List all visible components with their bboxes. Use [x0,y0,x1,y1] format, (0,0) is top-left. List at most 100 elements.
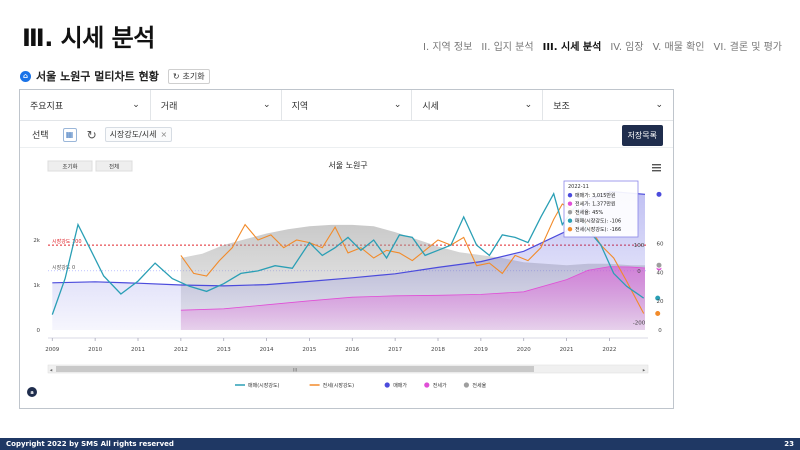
scrollbar-thumb[interactable] [56,366,534,372]
filter-label: 보조 [553,101,570,112]
legend-label: 매매가 [393,382,407,389]
page-number: 23 [784,440,794,448]
subhead: ⌂ 서울 노원구 멀티차트 현황 ↻ 초기화 [20,68,210,84]
legend-swatch [424,382,430,388]
filter-region[interactable]: 지역 ⌄ [282,90,413,120]
right-axis-strength-tick-label: -200 [633,320,646,326]
x-tick-label: 2019 [474,347,488,353]
tooltip-box [563,180,639,238]
legend-label: 전세(시장강도) [323,382,355,389]
reset-button[interactable]: ↻ 초기화 [167,68,210,84]
chevron-down-icon: ⌄ [132,100,140,110]
chevron-down-icon: ⌄ [524,100,533,110]
subhead-title: 서울 노원구 멀티차트 현황 [36,70,159,83]
right-axis-ratio-tick-label: 40 [657,270,664,276]
scroll-right-icon: ▸ [643,368,646,374]
right-axis-ratio-tick-label: 20 [657,299,664,305]
refresh-icon[interactable]: ↻ [86,127,97,142]
x-tick-label: 2013 [217,347,231,353]
legend-item[interactable]: 매매가 [384,382,408,389]
right-axis-strength-tick-label: 100 [634,243,645,249]
x-tick-label: 2017 [388,347,402,353]
chevron-down-icon: ⌄ [393,100,402,110]
legend-item[interactable]: 매매(시장강도) [235,382,280,389]
close-icon[interactable]: × [160,130,168,139]
tooltip-dot [567,210,573,215]
filter-price[interactable]: 시세 ⌄ [412,90,544,120]
nav-item-location[interactable]: II. 입지 분석 [481,42,534,53]
marker-jeonse-strength [654,310,662,318]
multichart-panel: 주요지표 ⌄ 거래 ⌄ 지역 ⌄ 시세 ⌄ 보조 ⌄ 선택 ▦ ↻ 시장강도/시세 × 저장… [19,89,674,409]
x-tick-label: 2022 [602,347,616,353]
legend-label: 전세율 [472,382,486,389]
legend-label: 전세가 [433,382,447,389]
copyright-text: Copyright 2022 by SMS All rights reserve… [6,440,174,448]
brand-logo-letter: a [30,390,33,396]
series-line-sale-strength [51,191,645,315]
home-icon: ⌂ [20,70,31,82]
x-tick-label: 2020 [517,347,531,353]
nav-item-conclusion[interactable]: VI. 결론 및 평가 [713,42,782,53]
chart-all-button[interactable] [95,160,133,172]
tooltip-dot [567,201,573,206]
left-axis-tick-label: 1k [33,283,40,289]
chart-reset-button-label: 초기화 [62,163,77,171]
nav-item-listing[interactable]: V. 매물 확인 [652,42,705,53]
x-tick-label: 2021 [560,347,574,353]
filter-main-indicator[interactable]: 주요지표 ⌄ [20,90,151,120]
reference-line-label: 시장강도 100 [52,238,82,245]
chart-reset-button[interactable] [47,160,93,172]
series-line-jeonse-strength [180,203,645,314]
filter-bar: 주요지표 ⌄ 거래 ⌄ 지역 ⌄ 시세 ⌄ 보조 ⌄ [20,90,673,121]
multi-chart: 시장강도 100 시장강도 0 2009 2010 2011 2012 2013 2014 2… [27,160,664,397]
tooltip-row: 매매가: 3,015만원 [575,192,616,199]
legend-item[interactable]: 전세율 [463,382,487,389]
marker-jeonse-ratio [655,261,663,269]
left-axis-tick-label: 2k [33,238,40,244]
menu-bar [652,164,661,166]
legend-item[interactable]: 전세가 [424,382,447,389]
x-tick-label: 2011 [131,347,145,353]
left-axis-tick-label: 0 [37,328,41,334]
right-axis-strength-tick-label: 0 [637,269,641,275]
series-line-jeonse-price [180,266,646,311]
nav-item-site-visit[interactable]: IV. 임장 [610,42,644,53]
slide-title: Ⅲ. 시세 분석 [22,24,155,52]
tooltip-dot [567,218,573,223]
tooltip-row: 전세가: 1,377만원 [575,201,616,208]
footer: Copyright 2022 by SMS All rights reserve… [0,438,800,450]
x-tick-label: 2010 [88,347,102,353]
refresh-icon: ↻ [172,71,180,81]
chevron-down-icon: ⌄ [263,100,271,110]
hamburger-menu-icon[interactable] [652,164,661,172]
x-tick-label: 2012 [174,347,188,353]
save-list-button[interactable]: 저장목록 [621,125,663,146]
series-area-jeonse-price [180,266,645,330]
chip-label: 시장강도/시세 [109,130,157,139]
filter-auxiliary[interactable]: 보조 ⌄ [543,90,673,120]
right-axis-ratio-tick-label: 0 [658,328,662,334]
filter-label: 지역 [291,101,309,112]
filter-label: 시세 [422,101,439,112]
scroll-left-icon: ◂ [50,368,53,374]
selected-chip: 시장강도/시세 × [104,127,173,142]
scrollbar-grip: III [293,368,297,374]
chart-title: 서울 노원구 [328,161,367,170]
marker-sale-strength [654,294,662,302]
x-tick-label: 2018 [431,347,445,353]
chevron-down-icon: ⌄ [655,100,663,110]
selection-label: 선택 [32,131,49,141]
nav-item-price-analysis[interactable]: III. 시세 분석 [542,42,602,53]
legend-swatch [463,382,469,388]
chart-select-icon[interactable]: ▦ [62,127,77,142]
nav-item-region[interactable]: I. 지역 정보 [423,42,473,53]
filter-label: 주요지표 [30,101,64,112]
filter-transaction[interactable]: 거래 ⌄ [151,90,282,120]
section-nav: I. 지역 정보 II. 입지 분석 III. 시세 분석 IV. 임장 V. … [423,38,782,53]
tooltip-dot [567,227,573,232]
menu-bar [652,170,661,172]
x-tick-label: 2014 [260,347,274,353]
selection-row: 선택 ▦ ↻ 시장강도/시세 × 저장목록 [20,122,673,148]
legend-item[interactable]: 전세(시장강도) [309,382,355,389]
